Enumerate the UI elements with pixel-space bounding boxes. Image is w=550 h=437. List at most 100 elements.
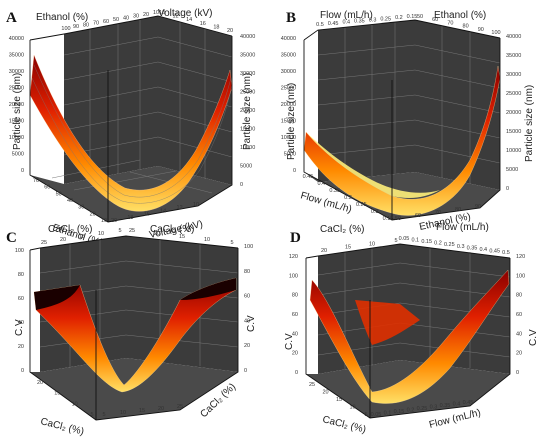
panel-d-zl-tick: 100 <box>289 273 298 279</box>
panel-d-yb-tick: 0.35 <box>467 245 478 251</box>
panel-a-zl-tick: 25000 <box>9 86 24 92</box>
panel-b-yb-tick: 100 <box>491 30 500 36</box>
panel-b-yf-tick: 60 <box>415 213 421 219</box>
panel-a-yb-tick: 10 <box>159 10 165 16</box>
panel-a-yf-tick: 10 <box>193 202 199 208</box>
panel-a-z-label-left: Particle size (nm) <box>12 73 23 150</box>
panel-a-zl-tick: 40000 <box>9 36 24 42</box>
panel-d-zl-tick: 60 <box>292 312 298 318</box>
panel-a-xb-tick: 70 <box>93 21 99 27</box>
panel-a-yb-tick: 14 <box>186 17 192 23</box>
panel-a-yf-tick: 18 <box>127 215 133 221</box>
panel-a-xb-tick: 30 <box>133 14 139 20</box>
panel-b-xb-tick: 0.25 <box>380 16 391 22</box>
panel-b-xb-tick: 0.5 <box>316 22 324 28</box>
panel-c-xb-tick: 20 <box>60 237 66 243</box>
panel-a-yb-tick: 16 <box>200 21 206 27</box>
panel-d-yf-tick: 0.4 <box>453 402 461 408</box>
panel-a: A Ethanol (%) Voltage (kV) Particle size… <box>6 8 255 249</box>
panel-c-yb-tick: 5 <box>230 240 233 246</box>
panel-a-yf-tick: 14 <box>160 208 166 214</box>
panel-c-xf-tick: 5 <box>90 412 93 418</box>
panel-a-xb-tick: 40 <box>123 15 129 21</box>
panel-c-zl-tick: 0 <box>21 368 24 374</box>
panel-a-xf-tick: 60 <box>44 185 50 191</box>
panel-c-yb-tick: 10 <box>204 237 210 243</box>
panel-d-zr-tick: 20 <box>516 351 522 357</box>
panel-b-zr-tick: 0 <box>506 186 509 192</box>
panel-d-yf-tick: 0.1 <box>384 411 392 417</box>
panel-a-zl-tick: 15000 <box>9 119 24 125</box>
panel-b-surface-highlight <box>306 132 440 198</box>
panel-c-yf-tick: 10 <box>120 410 126 416</box>
panel-c-front-edges <box>29 248 239 421</box>
panel-d-top-edges <box>305 243 511 259</box>
panel-d-yb-tick: 0.2 <box>434 241 442 247</box>
panel-d-zr-tick: 100 <box>516 273 525 279</box>
panel-d-surface-fold <box>355 300 420 345</box>
panel-a-yb-tick: 20 <box>227 28 233 34</box>
panel-c: C CaCl₂ (%) CaCl₂ (%) C.V C.V CaCl₂ (%) … <box>6 224 257 437</box>
panel-d-xb-tick: 20 <box>321 248 327 254</box>
panel-c-zl-tick: 80 <box>18 272 24 278</box>
panel-c-yf-tick: 5 <box>102 412 105 418</box>
panel-a-zl-tick: 20000 <box>9 102 24 108</box>
panel-c-zl-tick: 60 <box>18 296 24 302</box>
panel-c-zl-tick: 100 <box>15 248 24 254</box>
panel-c-top-y-label: CaCl₂ (%) <box>150 224 194 235</box>
panel-d-zl-tick: 120 <box>289 254 298 260</box>
panel-b-zl-tick: 40000 <box>281 36 296 42</box>
panel-b-front-edges <box>303 38 501 221</box>
panel-d-zr-tick: 40 <box>516 331 522 337</box>
panel-a-xf-tick: 20 <box>90 211 96 217</box>
panel-c-yf-tick: 25 <box>177 404 183 410</box>
panel-b-tick-groups: 0 5000 10000 15000 20000 25000 30000 35000 40000… <box>281 14 522 222</box>
panel-b-yf-tick: 50 <box>395 216 401 222</box>
panel-d-front-edges <box>305 258 511 419</box>
panel-a-zr-tick: 15000 <box>240 127 255 133</box>
panel-d-yf-tick: 0.2 <box>407 408 415 414</box>
panel-a-letter: A <box>6 10 17 26</box>
panel-d-xb-tick: 10 <box>369 241 375 247</box>
panel-a-xb-tick: 50 <box>113 17 119 23</box>
panel-c-floor <box>30 358 238 420</box>
panel-b-back-walls <box>318 20 500 190</box>
panel-a-tick-groups: 0 5000 10000 15000 20000 25000 30000 35000 40000… <box>9 10 256 224</box>
panel-b-zl-tick: 20000 <box>281 102 296 108</box>
panel-b-yf-tick: 70 <box>435 210 441 216</box>
panel-b-xf-tick: 0.2 <box>371 209 379 215</box>
panel-b-xb-tick: 0.45 <box>328 21 339 27</box>
panel-b-zr-tick: 25000 <box>506 91 521 97</box>
panel-b-xf-tick: 0.4 <box>317 181 325 187</box>
panel-d-zl-tick: 40 <box>292 331 298 337</box>
panel-d-xf-tick: 10 <box>349 405 355 411</box>
panel-d-zl-tick: 80 <box>292 293 298 299</box>
panel-a-xf-tick: 70 <box>33 178 39 184</box>
panel-d-yf-tick: 0.15 <box>394 409 405 415</box>
panel-b-zr-tick: 5000 <box>506 167 518 173</box>
panel-a-xf-tick: 30 <box>78 205 84 211</box>
panel-b-zr-tick: 15000 <box>506 129 521 135</box>
panel-a-xb-tick: 100 <box>61 26 70 32</box>
panel-a-zl-tick: 5000 <box>12 152 24 158</box>
panel-a-xb-tick: 90 <box>73 24 79 30</box>
panel-a-xf-tick: 10 <box>101 218 107 224</box>
panel-a-zl-tick: 30000 <box>9 69 24 75</box>
panel-b-xb-tick: 0.35 <box>354 19 365 25</box>
panel-a-zr-tick: 5000 <box>240 164 252 170</box>
panel-c-xb-tick: 5 <box>118 228 121 234</box>
panel-d-yb-tick: 0.05 <box>399 236 410 242</box>
panel-c-yf-tick: 15 <box>139 408 145 414</box>
panel-c-z-label-left: C.V <box>14 319 25 336</box>
panel-c-xf-tick: 15 <box>54 391 60 397</box>
panel-b-zr-tick: 35000 <box>506 53 521 59</box>
panel-a-zr-tick: 30000 <box>240 71 255 77</box>
panel-c-yb-tick: 20 <box>154 231 160 237</box>
panel-b-top-y-label: Ethanol (%) <box>434 10 486 21</box>
panel-a-zl-tick: 0 <box>21 168 24 174</box>
panel-d-yf-tick: 0.05 <box>371 412 382 418</box>
panel-c-yf-tick: 20 <box>158 406 164 412</box>
panel-b-zl-tick: 35000 <box>281 53 296 59</box>
